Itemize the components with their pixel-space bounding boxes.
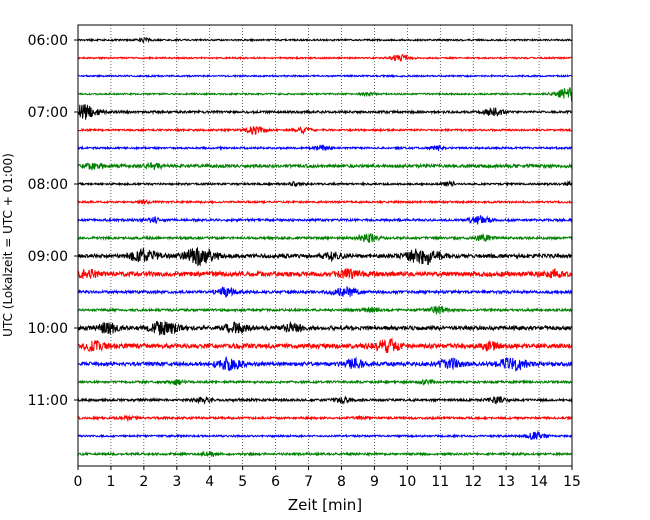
- trace-0945: [77, 305, 573, 315]
- y-tick-label: 07:00: [28, 105, 68, 121]
- trace-0830: [77, 215, 573, 225]
- trace-0630: [77, 73, 573, 79]
- x-tick-label: 13: [497, 474, 515, 490]
- trace-1030: [77, 355, 573, 372]
- x-tick-label: 8: [337, 474, 346, 490]
- trace-0800: [77, 179, 573, 188]
- y-tick-label: 08:00: [28, 177, 68, 193]
- x-tick-label: 0: [74, 474, 83, 490]
- x-tick-label: 3: [172, 474, 181, 490]
- trace-0615: [77, 53, 573, 62]
- trace-1130: [77, 430, 573, 441]
- y-tick-label: 06:00: [28, 33, 68, 49]
- y-axis-title: UTC (Lokalzeit = UTC + 01:00): [1, 153, 15, 337]
- x-tick-label: 15: [563, 474, 581, 490]
- y-axis: 06:00 07:00 08:00 09:00 10:00 11:00: [28, 33, 78, 409]
- x-tick-label: 1: [106, 474, 115, 490]
- trace-1100: [77, 395, 573, 405]
- trace-0700: [77, 104, 573, 120]
- x-tick-label: 10: [398, 474, 416, 490]
- plot-frame: [77, 24, 573, 467]
- plot-background: [78, 25, 572, 466]
- traces: [77, 36, 573, 458]
- trace-0815: [77, 198, 573, 205]
- x-tick-label: 12: [464, 474, 482, 490]
- trace-0600: [77, 36, 573, 44]
- y-tick-label: 10:00: [28, 321, 68, 337]
- x-axis: 0 1 2 3 4 5 6 7 8 9 10 11 12 13 14 15: [74, 466, 581, 490]
- x-tick-label: 4: [205, 474, 214, 490]
- x-tick-label: 11: [431, 474, 449, 490]
- trace-1045: [77, 378, 573, 387]
- trace-1000: [77, 320, 573, 336]
- x-axis-title: Zeit [min]: [288, 496, 362, 514]
- trace-0730: [77, 144, 573, 152]
- x-tick-label: 6: [271, 474, 280, 490]
- x-tick-label: 7: [304, 474, 313, 490]
- trace-1115: [77, 414, 573, 423]
- trace-0645: [77, 87, 573, 102]
- trace-0845: [77, 232, 573, 243]
- x-tick-label: 2: [139, 474, 148, 490]
- trace-0930: [77, 286, 573, 298]
- y-tick-label: 11:00: [28, 393, 68, 409]
- trace-0915: [77, 268, 573, 280]
- trace-1145: [77, 450, 573, 458]
- trace-0715: [77, 125, 573, 136]
- x-tick-label: 5: [238, 474, 247, 490]
- y-tick-label: 09:00: [28, 249, 68, 265]
- trace-1015: [77, 337, 573, 354]
- x-tick-label: 9: [370, 474, 379, 490]
- trace-0745: [77, 161, 573, 171]
- x-tick-label: 14: [530, 474, 548, 490]
- trace-0900: [77, 247, 573, 267]
